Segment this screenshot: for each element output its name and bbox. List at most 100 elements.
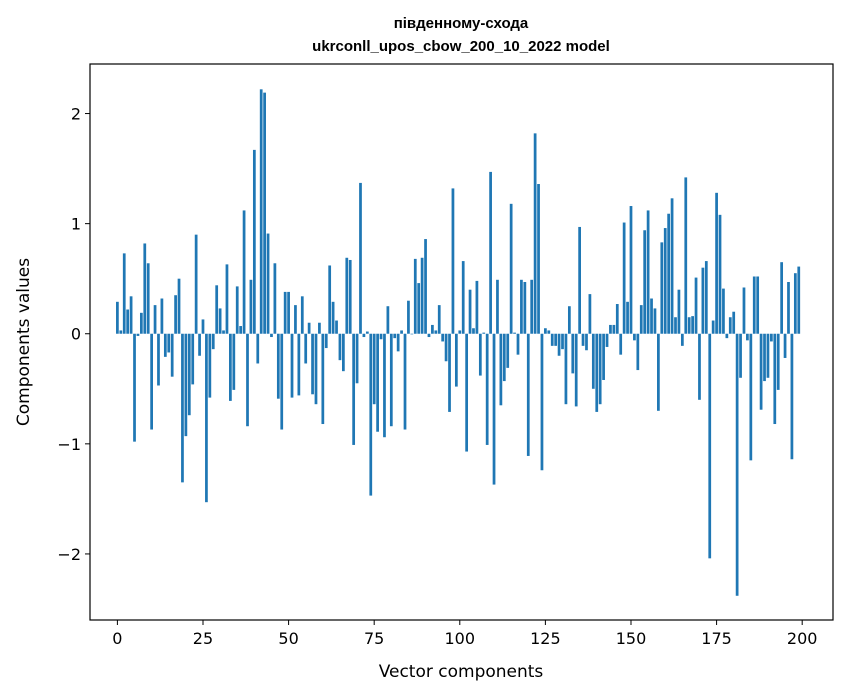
bar	[787, 282, 790, 334]
bar	[574, 333, 578, 407]
bar	[338, 333, 342, 361]
bar	[793, 273, 797, 334]
bar	[776, 333, 780, 390]
bar	[348, 259, 352, 334]
bar	[725, 333, 729, 339]
bar	[461, 261, 465, 334]
bar	[359, 182, 362, 334]
bar	[557, 333, 561, 356]
bar	[318, 322, 321, 334]
bar	[150, 333, 153, 430]
bar	[602, 333, 605, 380]
bar	[389, 333, 393, 427]
bar	[252, 149, 256, 334]
bar	[622, 222, 626, 334]
bar	[235, 286, 239, 334]
bar	[167, 333, 171, 353]
bar	[451, 188, 455, 334]
bar	[328, 265, 332, 334]
x-tick-label: 150	[616, 629, 647, 648]
bar	[427, 333, 431, 338]
bar	[633, 333, 636, 341]
bar	[300, 296, 304, 334]
x-tick-label: 175	[701, 629, 732, 648]
bar	[420, 257, 424, 334]
x-tick-label: 125	[530, 629, 561, 648]
bar	[365, 331, 369, 334]
bar	[629, 206, 633, 334]
bar	[715, 192, 718, 334]
bar	[331, 301, 335, 334]
x-tick-label: 200	[787, 629, 818, 648]
bar	[609, 324, 612, 334]
bar	[198, 333, 201, 356]
bar	[396, 333, 400, 352]
bar	[506, 333, 510, 368]
bar	[441, 333, 445, 342]
bar	[232, 333, 236, 390]
bar	[571, 333, 575, 374]
bar	[413, 258, 417, 334]
bar	[465, 333, 469, 452]
bar	[307, 322, 311, 334]
bar	[502, 333, 506, 382]
bar	[174, 295, 177, 334]
bar	[667, 213, 671, 334]
bar	[126, 309, 130, 334]
bar	[294, 305, 297, 334]
bar	[270, 333, 273, 338]
bar	[239, 326, 243, 334]
bar	[383, 333, 386, 438]
y-axis-ticks: −2 −1 0 1 2	[57, 105, 90, 564]
bar	[400, 330, 403, 334]
bar	[468, 289, 472, 334]
bar	[263, 92, 266, 334]
bar	[273, 263, 277, 334]
bar	[639, 305, 643, 334]
bar	[133, 333, 136, 442]
bar	[564, 333, 568, 405]
bar	[362, 333, 366, 338]
bar	[612, 324, 616, 334]
bar	[163, 333, 167, 357]
bar	[722, 288, 725, 334]
bar	[588, 294, 592, 334]
bar	[766, 333, 770, 378]
bar	[116, 301, 119, 334]
bar	[698, 333, 701, 400]
bar	[687, 317, 691, 334]
bar	[342, 333, 345, 372]
bar	[585, 333, 588, 351]
bar	[677, 289, 681, 334]
x-axis-label: Vector components	[379, 662, 544, 682]
bar	[205, 333, 208, 503]
bar	[434, 330, 438, 334]
bar	[561, 333, 564, 350]
y-tick-label: −2	[57, 545, 81, 564]
bar	[773, 333, 777, 425]
bar	[225, 264, 229, 334]
plot-frame	[89, 63, 834, 621]
bar	[249, 279, 253, 334]
bar	[437, 305, 441, 334]
bar	[266, 233, 270, 334]
x-tick-label: 50	[278, 629, 298, 648]
bar	[324, 333, 328, 349]
bar	[297, 333, 301, 396]
bar	[674, 317, 677, 334]
bar	[684, 177, 688, 334]
bar	[595, 333, 599, 412]
bar	[694, 277, 698, 334]
bar	[129, 296, 133, 334]
bar	[691, 316, 694, 334]
bar	[122, 253, 126, 334]
bar	[146, 263, 150, 334]
x-tick-label: 75	[364, 629, 384, 648]
y-tick-label: 0	[71, 325, 81, 344]
bars-group	[116, 89, 801, 596]
bar	[379, 333, 383, 340]
bar	[509, 203, 513, 334]
bar	[735, 333, 739, 596]
bar	[711, 320, 715, 334]
